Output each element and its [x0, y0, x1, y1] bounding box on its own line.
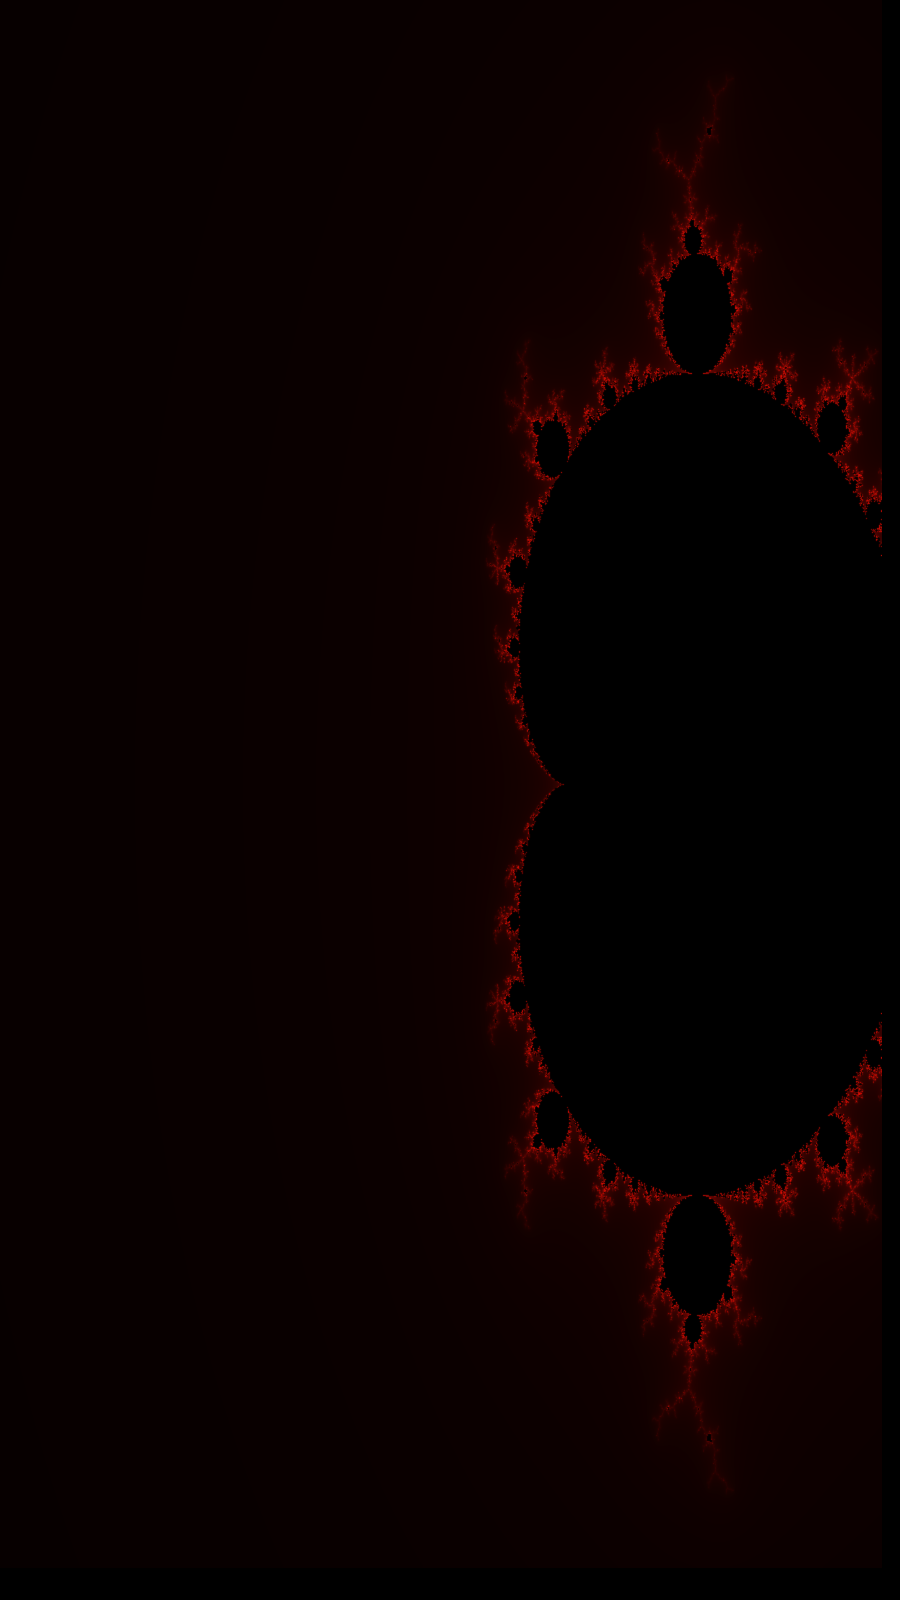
fractal-viewport	[0, 0, 882, 1568]
mandelbrot-fractal-image	[0, 0, 882, 1568]
